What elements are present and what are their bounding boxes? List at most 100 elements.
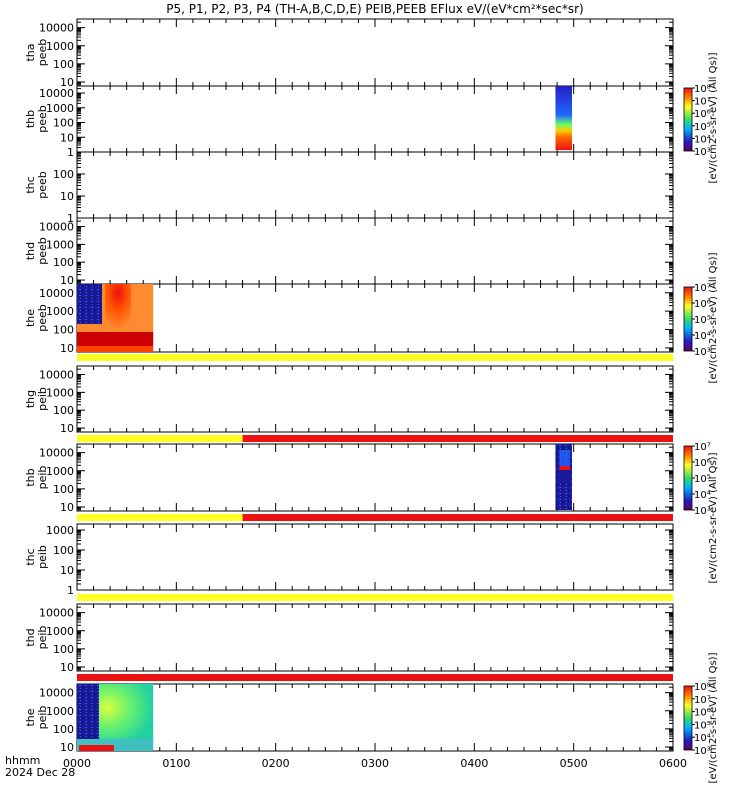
colorbar-scale — [683, 685, 693, 751]
y-label-probe: thc — [24, 176, 37, 193]
spectrogram-thb-peeb — [555, 86, 573, 150]
colorbar-label: [eV/(cm2-s-sr-eV) (All Qs)] — [708, 652, 719, 783]
colorbar-tick-label: 10⁴ — [694, 733, 711, 744]
panel-thc-peib: 1 10 100 1000 thc peib — [24, 523, 674, 597]
colorbar-2: 10³ 10⁴ 10⁵ 10⁶ 10⁷[eV/(cm2-s-sr-eV) (All Qs… — [683, 252, 719, 383]
y-tick-label: 100 — [53, 324, 74, 337]
colorbar-scale — [683, 87, 693, 152]
colorbars-layer: 0000 0100 0200 0300 0400 0500 060010³10⁴10⁵10⁶… — [63, 52, 719, 783]
y-label-instrument: peeb — [36, 39, 49, 67]
quality-bar-segment — [77, 674, 673, 681]
colorbar-tick-label: 10³ — [694, 746, 711, 757]
y-tick-label: 10000 — [39, 87, 74, 100]
colorbar-tick-label: 10³ — [694, 506, 711, 517]
spectrogram-the-peeb-lowenergy — [77, 332, 154, 346]
y-label-instrument: peib — [36, 466, 49, 490]
colorbar-tick-label: 10⁶ — [694, 299, 711, 310]
colorbar-tick-label: 10⁵ — [694, 474, 711, 485]
y-label-instrument: peib — [36, 545, 49, 569]
colorbar-tick-label: 10⁵ — [694, 122, 711, 133]
plot-area — [76, 603, 674, 672]
y-label-probe: tha — [24, 43, 37, 61]
y-tick-label: 10 — [60, 342, 74, 355]
y-label-instrument: peeb — [36, 171, 49, 199]
y-label-instrument: peib — [36, 387, 49, 411]
quality-bar-segment — [77, 354, 673, 361]
plot-area — [76, 217, 674, 285]
data-overlays-layer — [77, 86, 674, 751]
y-tick-label: 1 — [67, 146, 74, 159]
y-tick-label: 1000 — [46, 705, 74, 718]
y-tick-label: 10 — [60, 76, 74, 89]
y-tick-label: 10 — [60, 131, 74, 144]
colorbar-tick-label: 10⁸ — [694, 84, 711, 95]
colorbar-tick-label: 10⁴ — [694, 331, 711, 342]
y-tick-label: 1000 — [46, 625, 74, 638]
y-tick-label: 100 — [53, 723, 74, 736]
y-tick-label: 100 — [53, 404, 74, 417]
y-tick-label: 100 — [53, 58, 74, 71]
y-tick-label: 1000 — [46, 386, 74, 399]
y-label-probe: thd — [24, 628, 37, 646]
y-label-instrument: peeb — [36, 304, 49, 332]
plot-area — [76, 523, 674, 591]
y-tick-label: 10000 — [39, 447, 74, 460]
colorbar-tick-label: 10⁴ — [694, 490, 711, 501]
y-label-probe: thb — [24, 468, 37, 486]
y-tick-label: 10 — [60, 741, 74, 754]
y-tick-label: 1000 — [46, 102, 74, 115]
plot-area — [76, 683, 674, 752]
colorbar-tick-label: 10⁶ — [694, 708, 711, 719]
y-tick-label: 10 — [60, 190, 74, 203]
panel-thc-peeb: 1 10 100 thc peeb — [24, 151, 674, 225]
plot-area — [76, 85, 674, 153]
colorbar-tick-label: 10⁶ — [694, 458, 711, 469]
x-tick-label: 0100 — [162, 757, 190, 770]
x-tick-label: 0200 — [262, 757, 290, 770]
y-tick-label: 10000 — [39, 687, 74, 700]
colorbar-tick-label: 10⁴ — [694, 134, 711, 145]
y-label-instrument: peib — [36, 626, 49, 650]
colorbar-tick-label: 10⁸ — [694, 682, 711, 693]
colorbar-scale — [683, 286, 693, 352]
spectrogram-the-peeb-lowflux — [77, 284, 102, 324]
x-tick-label: 0300 — [361, 757, 389, 770]
y-tick-label: 10000 — [39, 22, 74, 35]
y-tick-label: 1 — [67, 212, 74, 225]
y-tick-label: 100 — [53, 168, 74, 181]
spectrogram-the-peeb-core — [105, 284, 131, 329]
colorbar-tick-label: 10⁵ — [694, 720, 711, 731]
y-tick-label: 1000 — [46, 40, 74, 53]
quality-bar-segment — [77, 514, 243, 521]
y-label-instrument: peib — [36, 706, 49, 730]
y-tick-label: 10000 — [39, 287, 74, 300]
plot-area — [76, 151, 674, 219]
spectrogram-the-peeb-lowenergy — [77, 346, 154, 352]
y-label-probe: thb — [24, 110, 37, 128]
spectrogram-thb-peib-band — [559, 470, 571, 484]
colorbar-scale — [683, 445, 693, 511]
y-tick-label: 10 — [60, 274, 74, 287]
spectrogram-the-peib-lowenergy — [79, 745, 114, 751]
spectrogram-the-peib-lowflux — [77, 684, 99, 747]
spectrogram-thb-peib-band — [559, 450, 571, 466]
colorbar-label: [eV/(cm2-s-sr-eV) (All Qs)] — [708, 452, 719, 583]
x-tick-label: 0400 — [460, 757, 488, 770]
colorbar-tick-label: 10⁵ — [694, 315, 711, 326]
colorbar-tick-label: 10³ — [694, 147, 711, 158]
x-tick-label: 0000 — [63, 757, 91, 770]
quality-bar-segment — [77, 594, 673, 601]
y-tick-label: 1 — [67, 584, 74, 597]
y-tick-label: 1000 — [46, 465, 74, 478]
colorbar-tick-label: 10³ — [694, 347, 711, 358]
y-tick-label: 10000 — [39, 221, 74, 234]
plot-area — [76, 283, 674, 353]
x-tick-label: 0600 — [659, 757, 687, 770]
